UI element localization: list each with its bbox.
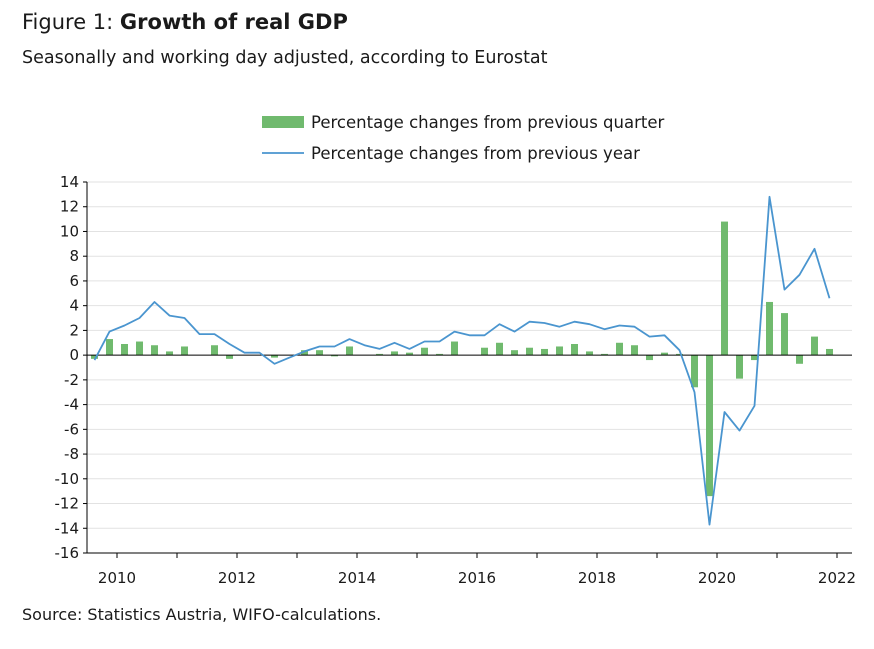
bar [166, 351, 173, 356]
y-tick-label: 12 [60, 198, 79, 216]
bar [601, 353, 608, 356]
y-tick-label: -16 [55, 544, 80, 562]
bar [691, 355, 698, 388]
bar [181, 346, 188, 356]
bar [436, 353, 443, 356]
y-tick-label: 6 [69, 272, 79, 290]
bar [586, 351, 593, 356]
x-tick-label: 2012 [218, 569, 256, 587]
bar [781, 313, 788, 356]
x-tick-label: 2022 [818, 569, 856, 587]
bar [766, 301, 773, 356]
bar [91, 355, 98, 359]
title-text: Growth of real GDP [119, 10, 348, 34]
bar [481, 347, 488, 356]
x-tick-label: 2010 [98, 569, 136, 587]
x-tick-label: 2018 [578, 569, 616, 587]
x-tick-label: 2016 [458, 569, 496, 587]
bar [106, 339, 113, 356]
bar [646, 355, 653, 361]
bar [406, 352, 413, 356]
bar [271, 355, 278, 358]
bar [376, 353, 383, 356]
y-axis: 14 12 10 8 6 4 2 0 -2 -4 -6 -8 -10 -12 -14 -16 [55, 173, 88, 562]
figure-label: Figure 1: [22, 10, 114, 34]
bar [721, 221, 728, 356]
bar [301, 350, 308, 356]
bar [121, 344, 128, 356]
bar [136, 341, 143, 356]
chart-title: Figure 1: Growth of real GDP [22, 10, 348, 34]
bar [556, 346, 563, 356]
y-tick-label: 10 [60, 222, 79, 240]
bar [676, 353, 683, 356]
bar [751, 355, 758, 361]
line-series [93, 195, 831, 526]
bar [811, 336, 818, 356]
y-tick-label: -10 [55, 470, 80, 488]
bar [616, 342, 623, 356]
y-tick-label: 4 [69, 297, 79, 315]
x-axis: 2010 2012 2014 2016 2018 2020 2022 [87, 552, 856, 587]
bar [451, 341, 458, 356]
y-tick-label: -4 [64, 396, 79, 414]
source-note: Source: Statistics Austria, WIFO-calcula… [22, 605, 382, 624]
bar [346, 346, 353, 356]
y-tick-label: 0 [69, 346, 79, 364]
chart-subtitle: Seasonally and working day adjusted, acc… [22, 48, 548, 68]
bar [706, 355, 713, 497]
legend-swatch-bars [262, 116, 304, 128]
bar-series [87, 221, 852, 497]
y-tick-label: 2 [69, 321, 79, 339]
bar [496, 342, 503, 356]
y-tick-label: -8 [64, 445, 79, 463]
bar [736, 355, 743, 379]
bar [331, 355, 338, 357]
bar [526, 347, 533, 356]
bar [796, 355, 803, 364]
y-tick-label: -2 [64, 371, 79, 389]
bar [631, 345, 638, 356]
y-tick-label: -6 [64, 420, 79, 438]
bar [391, 351, 398, 356]
bar [316, 350, 323, 356]
bar [421, 347, 428, 356]
y-tick-label: -12 [55, 495, 80, 513]
legend-label-bars: Percentage changes from previous quarter [311, 113, 665, 132]
bar [571, 344, 578, 356]
bar [211, 345, 218, 356]
legend: Percentage changes from previous quarter… [262, 113, 665, 163]
bar [511, 350, 518, 356]
y-tick-label: 8 [69, 247, 79, 265]
bar [826, 348, 833, 356]
x-tick-label: 2014 [338, 569, 376, 587]
bar [541, 348, 548, 356]
bar [226, 355, 233, 359]
y-tick-label: 14 [60, 173, 79, 191]
y-tick-label: -14 [55, 519, 80, 537]
bar [151, 345, 158, 356]
bar [661, 352, 668, 356]
x-tick-label: 2020 [698, 569, 736, 587]
legend-label-line: Percentage changes from previous year [311, 144, 640, 163]
